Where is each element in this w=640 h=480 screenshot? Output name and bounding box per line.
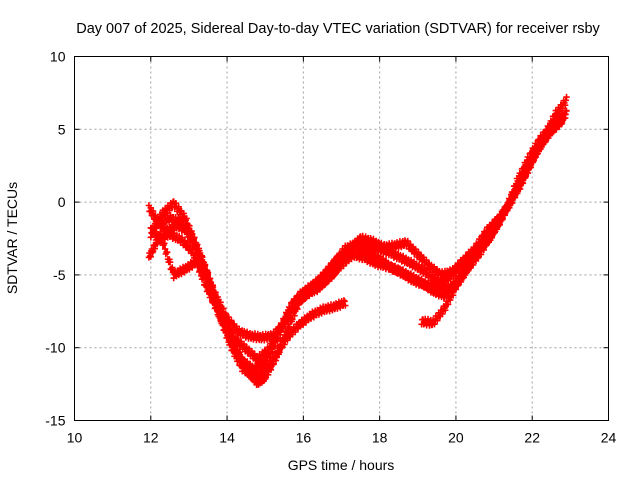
data-point	[342, 302, 349, 309]
data-point	[159, 235, 166, 242]
x-tick-label: 24	[601, 430, 617, 446]
x-axis-label: GPS time / hours	[288, 457, 395, 473]
data-point	[209, 284, 216, 291]
data-point	[212, 293, 219, 300]
x-tick-label: 18	[372, 430, 388, 446]
tick-layer: 10 12 14 16 18 20 22 24 -15 -10 -5 0 5 10	[45, 49, 616, 446]
x-tick-label: 12	[143, 430, 159, 446]
grid-layer	[74, 56, 609, 421]
data-point	[164, 249, 171, 256]
series-arc-5	[151, 93, 570, 365]
y-tick-label: 5	[58, 121, 66, 137]
data-point	[559, 112, 566, 119]
x-tick-label: 22	[524, 430, 540, 446]
y-tick-label: 10	[50, 49, 66, 65]
data-point	[511, 194, 519, 201]
data-point	[494, 223, 502, 230]
data-point	[198, 252, 205, 259]
data-point	[201, 262, 208, 269]
data-point	[563, 93, 570, 101]
data-point	[546, 126, 553, 133]
data-point	[183, 215, 190, 222]
data-point	[527, 164, 534, 171]
data-point	[462, 270, 470, 277]
y-tick-label: -15	[45, 413, 65, 429]
y-tick-label: -5	[53, 267, 66, 283]
x-tick-label: 20	[448, 430, 464, 446]
data-point	[204, 272, 211, 279]
data-point	[206, 275, 213, 282]
series-arc-6	[418, 214, 505, 329]
data-point	[276, 349, 283, 356]
data-point	[522, 173, 529, 180]
data-point	[498, 216, 505, 223]
x-tick-label: 14	[219, 430, 235, 446]
data-layer	[145, 93, 570, 388]
data-point	[487, 236, 494, 244]
data-point	[161, 240, 168, 247]
plot-frame	[74, 56, 609, 421]
data-point	[268, 360, 275, 368]
data-point	[444, 301, 452, 308]
x-tick-label: 16	[296, 430, 312, 446]
data-point	[563, 107, 570, 115]
data-point	[232, 349, 240, 356]
data-point	[284, 312, 291, 320]
data-point	[276, 328, 283, 335]
data-point	[538, 141, 545, 149]
data-point	[519, 180, 527, 187]
data-point	[530, 157, 537, 165]
series-arc-2	[145, 107, 570, 344]
x-tick-label: 10	[67, 430, 83, 446]
data-point	[235, 355, 242, 363]
y-tick-label: -10	[45, 340, 65, 356]
data-point	[268, 343, 276, 350]
data-point	[452, 286, 460, 293]
data-point	[214, 296, 221, 304]
data-point	[225, 321, 232, 328]
data-point	[166, 259, 174, 266]
data-point	[147, 253, 154, 260]
chart-title: Day 007 of 2025, Sidereal Day-to-day VTE…	[76, 21, 600, 37]
data-point	[190, 235, 198, 242]
data-point	[460, 274, 467, 281]
y-tick-label: 0	[58, 194, 66, 210]
y-axis-label: SDTVAR / TECUs	[4, 182, 20, 294]
data-point	[471, 255, 478, 263]
data-point	[217, 305, 224, 312]
